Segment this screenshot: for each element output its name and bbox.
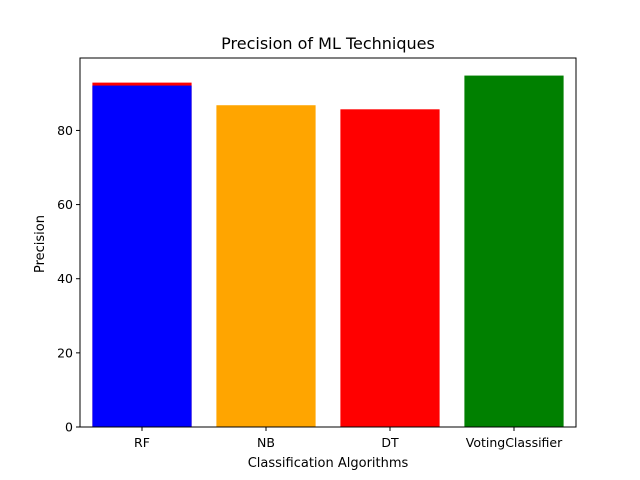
x-axis-label: Classification Algorithms xyxy=(248,456,409,471)
bar-votingclassifier xyxy=(464,75,564,428)
axes-frame xyxy=(79,57,577,428)
y-tick-label: 60 xyxy=(57,197,73,212)
x-tick-label: RF xyxy=(134,435,150,450)
bar-nb xyxy=(216,105,316,428)
plot-area: 0 20 40 60 80 RF NB DT VotingClassifier xyxy=(57,57,577,450)
bar-rf xyxy=(92,85,192,427)
chart-title: Precision of ML Techniques xyxy=(221,34,435,53)
x-tick-label: DT xyxy=(381,435,399,450)
y-tick-label: 20 xyxy=(57,345,73,360)
x-tick-label: NB xyxy=(257,435,275,450)
y-tick-label: 80 xyxy=(57,123,73,138)
x-tick-label: VotingClassifier xyxy=(466,435,563,450)
y-tick-label: 40 xyxy=(57,271,73,286)
bar-dt xyxy=(340,109,440,427)
y-tick-label: 0 xyxy=(65,420,73,435)
y-axis-label: Precision xyxy=(33,215,48,273)
